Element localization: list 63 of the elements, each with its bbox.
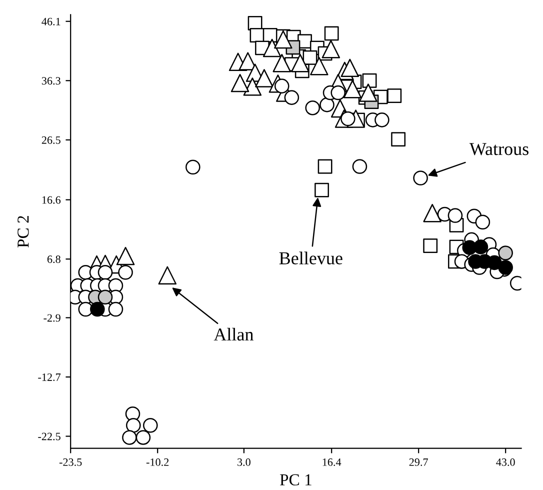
point bbox=[186, 160, 200, 175]
point bbox=[255, 69, 274, 88]
y-axis-title: PC 2 bbox=[18, 216, 29, 248]
point bbox=[330, 85, 346, 100]
annotation: Watrous bbox=[469, 143, 528, 156]
x-tick-label: 3.0 bbox=[238, 458, 250, 466]
point bbox=[272, 54, 291, 72]
point bbox=[291, 54, 310, 72]
point bbox=[359, 84, 378, 102]
point bbox=[118, 264, 133, 280]
y-tick-label: 36.3 bbox=[42, 77, 60, 85]
y-tick-label: 26.5 bbox=[42, 136, 60, 144]
x-tick-label: 43.0 bbox=[496, 458, 515, 466]
x-tick-label: 29.7 bbox=[409, 458, 428, 466]
point bbox=[320, 97, 334, 112]
point bbox=[423, 204, 442, 222]
y-tick-label: 6.8 bbox=[47, 256, 60, 264]
point bbox=[475, 214, 490, 230]
point bbox=[487, 255, 502, 270]
point bbox=[343, 80, 362, 98]
x-tick-label: -23.5 bbox=[59, 458, 82, 466]
x-tick-label: 16.4 bbox=[322, 458, 342, 466]
point bbox=[352, 159, 368, 174]
point bbox=[116, 246, 135, 266]
point bbox=[262, 38, 282, 58]
point bbox=[314, 182, 329, 198]
x-tick-label: -10.2 bbox=[146, 458, 169, 466]
point bbox=[322, 40, 340, 58]
point bbox=[473, 240, 488, 254]
point bbox=[391, 132, 406, 147]
point bbox=[498, 246, 513, 260]
point bbox=[230, 74, 250, 92]
point bbox=[423, 238, 438, 253]
point bbox=[374, 112, 390, 128]
point bbox=[413, 170, 428, 186]
point bbox=[122, 430, 137, 445]
y-tick-label: 16.6 bbox=[42, 196, 61, 204]
point bbox=[318, 159, 332, 174]
point bbox=[362, 73, 377, 88]
x-axis-title: PC 1 bbox=[280, 474, 312, 486]
annotation: Allan bbox=[214, 328, 254, 341]
point bbox=[274, 30, 292, 49]
y-tick-label: -2.9 bbox=[44, 314, 60, 322]
point bbox=[305, 100, 320, 116]
point bbox=[136, 430, 151, 445]
point bbox=[324, 26, 339, 41]
point bbox=[126, 418, 141, 433]
point bbox=[387, 88, 402, 103]
point bbox=[98, 264, 113, 280]
point bbox=[274, 78, 290, 94]
y-tick-label: 46.1 bbox=[42, 18, 60, 26]
y-tick-label: -12.7 bbox=[38, 373, 61, 381]
point bbox=[98, 290, 113, 305]
point bbox=[448, 208, 463, 223]
point bbox=[143, 418, 158, 433]
point bbox=[108, 302, 124, 317]
point bbox=[340, 58, 360, 78]
point bbox=[284, 90, 300, 105]
annotation: Bellevue bbox=[279, 252, 342, 264]
point bbox=[158, 266, 177, 285]
point bbox=[340, 111, 356, 126]
point bbox=[90, 302, 105, 317]
y-tick-label: -22.5 bbox=[38, 432, 60, 440]
